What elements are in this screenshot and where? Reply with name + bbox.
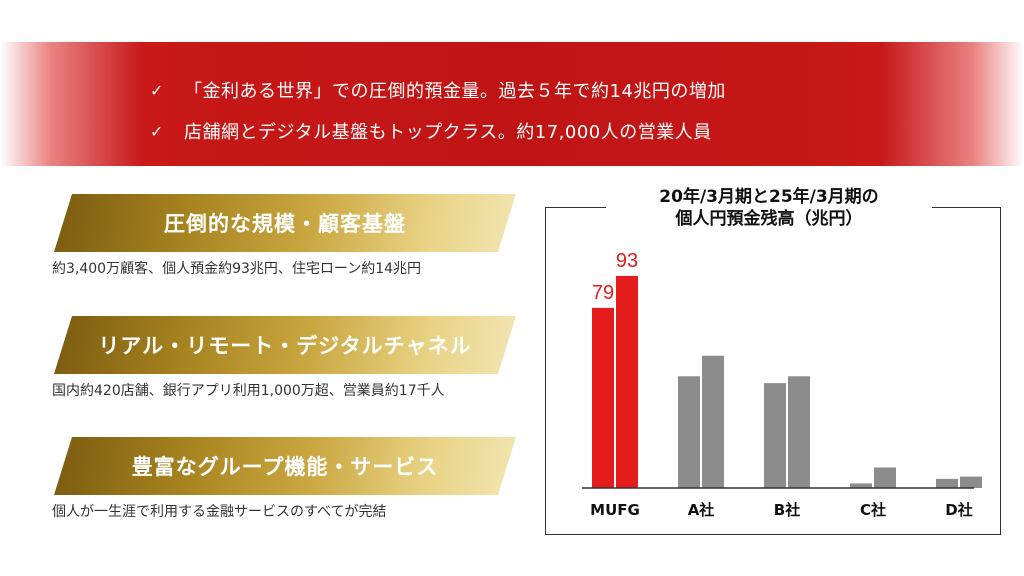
key-point-text: 店舗網とデジタル基盤もトップクラス。約17,000人の営業人員	[184, 122, 712, 143]
bar-B社-1	[764, 383, 786, 488]
bar-MUFG-2	[616, 275, 638, 488]
feature-description: 個人が一生涯で利用する金融サービスのすべてが完結	[52, 504, 387, 520]
feature-description: 国内約420店舗、銀行アプリ利用1,000万超、営業員約17千人	[52, 383, 445, 399]
x-tick-label: A社	[688, 501, 715, 519]
bar-B社-2	[788, 376, 810, 488]
feature-title: 豊富なグループ機能・サービス	[54, 437, 516, 495]
data-label: 93	[616, 250, 638, 272]
key-point-2: ✓ 店舗網とデジタル基盤もトップクラス。約17,000人の営業人員	[150, 118, 712, 144]
key-points-banner: ✓ 「金利ある世界」での圧倒的預金量。過去５年で約14兆円の増加 ✓ 店舗網とデ…	[0, 42, 1024, 166]
feature-services: 豊富なグループ機能・サービス 個人が一生涯で利用する金融サービスのすべてが完結	[52, 437, 516, 521]
chart-title-line2: 個人円預金残高（兆円）	[675, 209, 863, 229]
bar-C社-1	[850, 483, 872, 488]
x-tick-label: MUFG	[590, 501, 640, 519]
bar-MUFG-1	[592, 307, 614, 488]
key-point-1: ✓ 「金利ある世界」での圧倒的預金量。過去５年で約14兆円の増加	[150, 77, 726, 103]
x-tick-label: B社	[774, 501, 800, 519]
x-tick-label: C社	[860, 501, 886, 519]
feature-title: 圧倒的な規模・顧客基盤	[54, 194, 516, 252]
chart-title-line1: 20年/3月期と25年/3月期の	[659, 187, 879, 207]
check-icon: ✓	[150, 121, 164, 141]
x-tick-label: D社	[945, 501, 972, 519]
bar-D社-1	[936, 478, 958, 488]
check-icon: ✓	[150, 80, 164, 100]
bar-A社-2	[702, 355, 724, 488]
bar-A社-1	[678, 376, 700, 488]
data-label: 79	[592, 282, 614, 304]
chart-title: 20年/3月期と25年/3月期の 個人円預金残高（兆円）	[606, 186, 932, 230]
feature-scale: 圧倒的な規模・顧客基盤 約3,400万顧客、個人預金約93兆円、住宅ローン約14…	[52, 194, 516, 278]
key-point-text: 「金利ある世界」での圧倒的預金量。過去５年で約14兆円の増加	[184, 81, 726, 102]
feature-description: 約3,400万顧客、個人預金約93兆円、住宅ローン約14兆円	[52, 261, 422, 277]
feature-channels: リアル・リモート・デジタルチャネル 国内約420店舗、銀行アプリ利用1,000万…	[52, 316, 516, 400]
bar-D社-2	[960, 476, 982, 488]
feature-title: リアル・リモート・デジタルチャネル	[54, 316, 516, 374]
bar-C社-2	[874, 467, 896, 488]
